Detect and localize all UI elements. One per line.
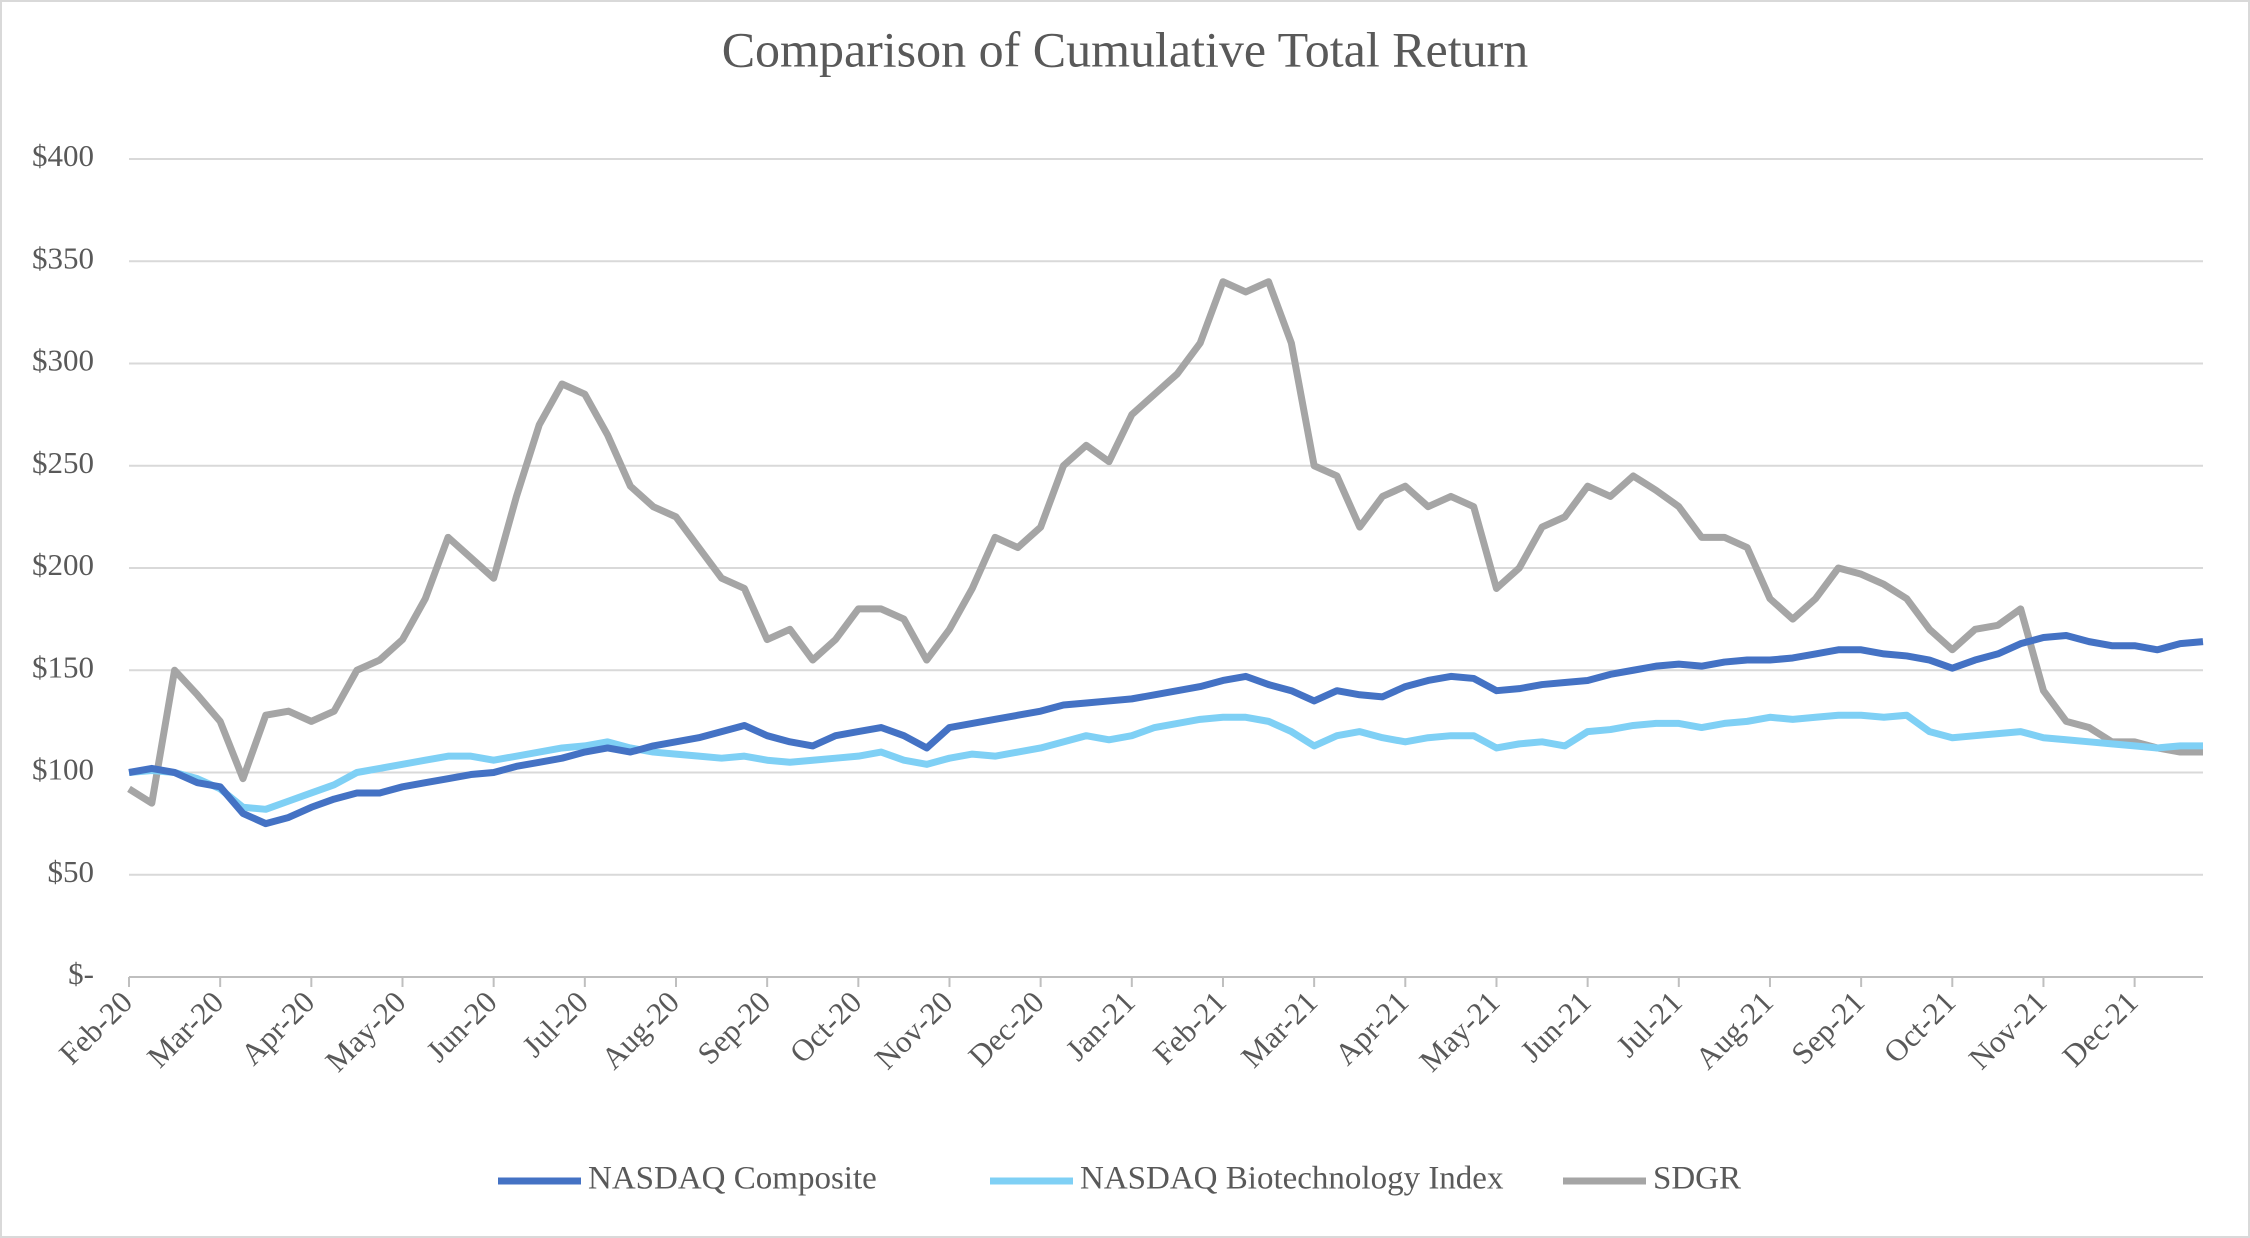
y-tick-label: $50: [48, 854, 95, 889]
legend-label: NASDAQ Biotechnology Index: [1080, 1161, 1504, 1197]
series-line: [127, 278, 2203, 807]
series-line: [128, 631, 2204, 828]
y-tick-label: $-: [68, 956, 94, 991]
y-tick-label: $350: [32, 240, 94, 275]
y-tick-label: $250: [32, 445, 94, 480]
y-tick-label: $300: [32, 343, 94, 378]
legend-label: NASDAQ Composite: [588, 1161, 877, 1197]
y-tick-label: $200: [32, 547, 94, 582]
chart-title: Comparison of Cumulative Total Return: [722, 21, 1529, 77]
y-tick-label: $100: [32, 752, 94, 787]
y-tick-label: $400: [32, 138, 94, 173]
series-line: [128, 711, 2203, 813]
y-tick-label: $150: [32, 649, 94, 684]
legend-label: SDGR: [1653, 1161, 1741, 1197]
